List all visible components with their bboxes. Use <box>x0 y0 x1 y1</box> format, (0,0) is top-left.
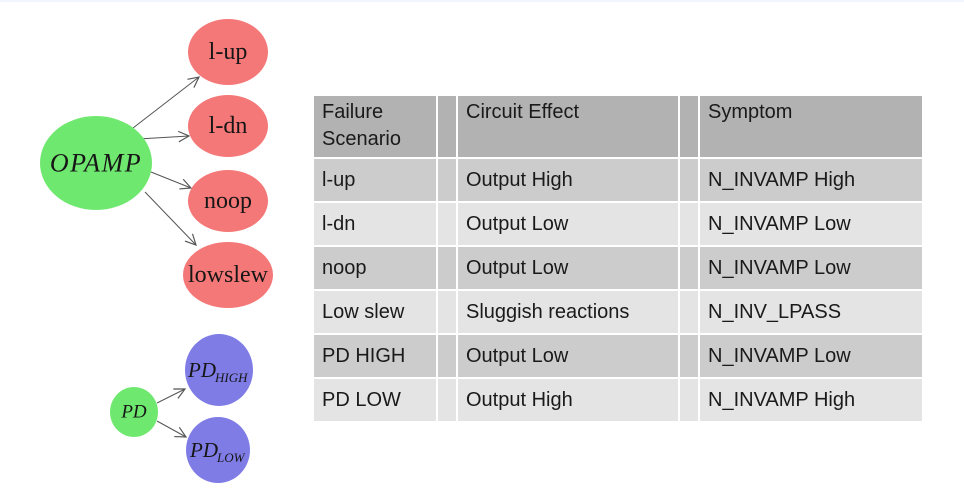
header-symptom: Symptom <box>700 96 922 157</box>
cell-symptom: N_INVAMP Low <box>700 335 922 377</box>
ldn-node-ellipse <box>188 95 268 157</box>
table-row: Low slew Sluggish reactions N_INV_LPASS <box>314 291 922 333</box>
header-spacer-2 <box>680 96 698 157</box>
cell-spacer <box>680 159 698 201</box>
cell-spacer <box>438 291 456 333</box>
lowslew-node-ellipse <box>183 242 273 308</box>
cell-spacer <box>438 203 456 245</box>
cell-spacer <box>438 159 456 201</box>
cell-spacer <box>680 291 698 333</box>
table-row: l-up Output High N_INVAMP High <box>314 159 922 201</box>
ldn-node-label: l-dn <box>209 113 248 139</box>
lup-node-label: l-up <box>209 39 248 65</box>
cell-scenario: PD LOW <box>314 379 436 421</box>
pd-low-node-subscript: LOW <box>216 450 246 465</box>
cell-scenario: l-dn <box>314 203 436 245</box>
header-failure-scenario: Failure Scenario <box>314 96 436 157</box>
table-header-row: Failure Scenario Circuit Effect Symptom <box>314 96 922 157</box>
edge-opamp-noop-arrow <box>150 171 193 190</box>
cell-effect: Output Low <box>458 203 678 245</box>
edge-pd-low-arrow <box>156 420 188 438</box>
lup-node-ellipse <box>188 19 268 85</box>
cell-effect: Output High <box>458 379 678 421</box>
cell-symptom: N_INVAMP Low <box>700 247 922 289</box>
edge-opamp-ldn-arrow <box>137 130 191 143</box>
edge-pd-high-arrow <box>156 388 187 404</box>
cell-scenario: Low slew <box>314 291 436 333</box>
cell-symptom: N_INVAMP High <box>700 159 922 201</box>
cell-scenario: noop <box>314 247 436 289</box>
opamp-edges <box>132 76 201 246</box>
cell-effect: Output Low <box>458 247 678 289</box>
edge-opamp-lup-arrow <box>132 76 201 129</box>
slide-top-edge <box>0 0 964 2</box>
cell-symptom: N_INVAMP Low <box>700 203 922 245</box>
pd-low-node-ellipse <box>186 417 250 483</box>
noop-node-label: noop <box>204 188 252 214</box>
table-row: noop Output Low N_INVAMP Low <box>314 247 922 289</box>
pd-low-node-label: PD <box>189 438 218 462</box>
cell-spacer <box>438 247 456 289</box>
opamp-node-label: OPAMP <box>50 149 142 178</box>
cell-symptom: N_INVAMP High <box>700 379 922 421</box>
pd-node-label: PD <box>120 402 147 423</box>
cell-symptom: N_INV_LPASS <box>700 291 922 333</box>
table-row: l-dn Output Low N_INVAMP Low <box>314 203 922 245</box>
cell-spacer <box>680 247 698 289</box>
cell-spacer <box>438 335 456 377</box>
lowslew-node-label: lowslew <box>188 262 269 288</box>
fault-tree-diagram: OPAMP l-up l-dn noop lowslew PD PD HIGH … <box>40 19 273 483</box>
cell-scenario: l-up <box>314 159 436 201</box>
cell-spacer <box>438 379 456 421</box>
cell-scenario: PD HIGH <box>314 335 436 377</box>
failure-scenario-table: Failure Scenario Circuit Effect Symptom … <box>312 94 924 423</box>
table-row: PD LOW Output High N_INVAMP High <box>314 379 922 421</box>
header-circuit-effect: Circuit Effect <box>458 96 678 157</box>
table-row: PD HIGH Output Low N_INVAMP Low <box>314 335 922 377</box>
edge-opamp-lowslew-arrow <box>144 191 197 246</box>
cell-spacer <box>680 203 698 245</box>
cell-spacer <box>680 335 698 377</box>
pd-node-ellipse <box>110 387 158 437</box>
cell-spacer <box>680 379 698 421</box>
pd-edges <box>156 388 188 438</box>
noop-node-ellipse <box>188 170 268 232</box>
pd-high-node-subscript: HIGH <box>214 370 248 385</box>
pd-high-node-ellipse <box>185 334 253 406</box>
cell-effect: Sluggish reactions <box>458 291 678 333</box>
pd-high-node-label: PD <box>187 358 216 382</box>
opamp-node-ellipse <box>40 116 152 210</box>
cell-effect: Output Low <box>458 335 678 377</box>
header-spacer-1 <box>438 96 456 157</box>
cell-effect: Output High <box>458 159 678 201</box>
